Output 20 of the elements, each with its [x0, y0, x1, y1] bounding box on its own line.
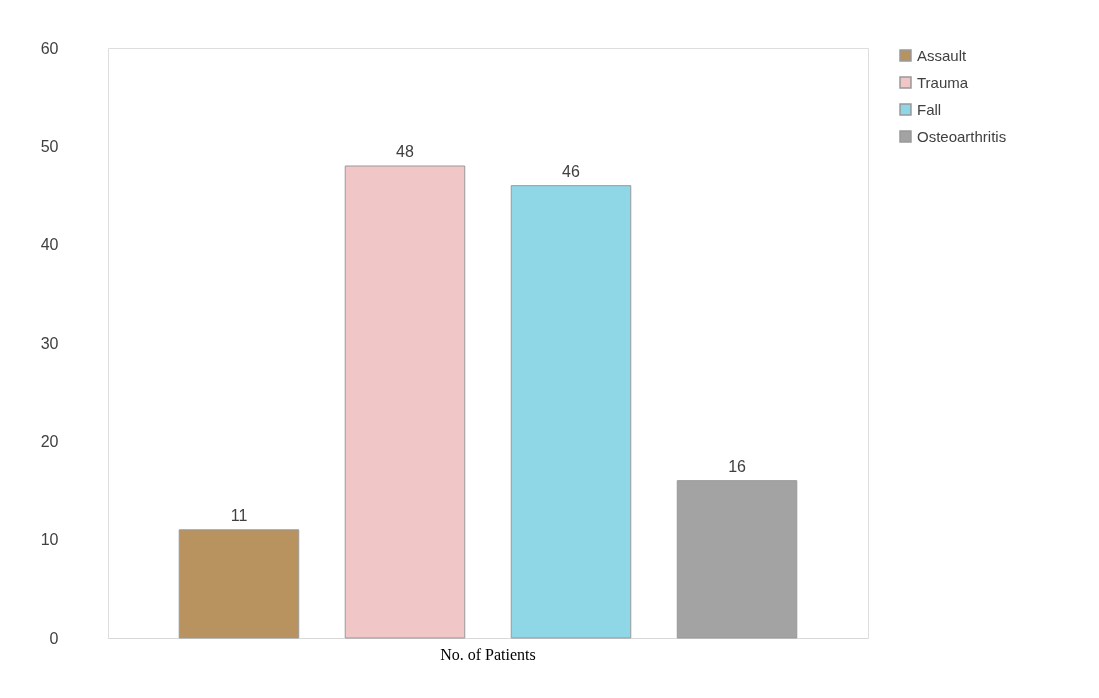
legend-label: Trauma: [917, 73, 969, 91]
bar: [510, 185, 632, 639]
bar: [344, 165, 466, 639]
y-tick-label: 60: [40, 39, 59, 57]
data-label: 16: [728, 457, 747, 475]
y-tick-label: 10: [40, 531, 59, 549]
y-tick-label: 30: [40, 334, 59, 352]
data-label: 11: [230, 506, 248, 524]
data-label: 46: [562, 162, 581, 180]
legend-label: Osteoarthritis: [917, 127, 1007, 145]
y-tick-label: 40: [40, 236, 59, 254]
y-tick-label: 50: [40, 137, 59, 155]
legend-label: Assault: [917, 46, 968, 64]
y-tick-label: 0: [49, 629, 59, 647]
data-label: 48: [396, 143, 414, 160]
bar: [676, 480, 798, 639]
bar: [178, 529, 300, 639]
y-tick-label: 20: [40, 432, 59, 450]
legend-label: Fall: [917, 100, 942, 118]
x-tick-label: No. of Patients: [440, 645, 536, 663]
